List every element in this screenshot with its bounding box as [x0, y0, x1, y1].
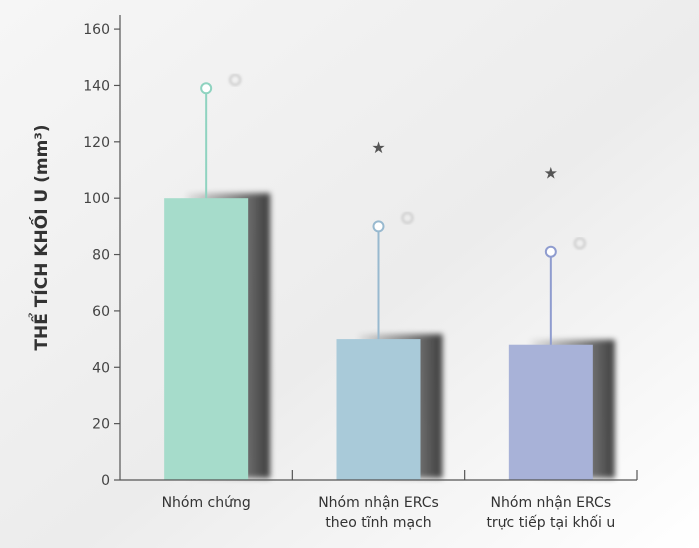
y-tick-label: 80 [92, 248, 110, 264]
bar [508, 344, 593, 480]
x-category-label: Nhóm nhận ERCs [491, 495, 612, 511]
y-tick-label: 140 [83, 78, 110, 94]
error-shadow-cap [401, 211, 414, 225]
error-bar-cap [200, 82, 213, 95]
y-tick-label: 20 [92, 417, 110, 433]
y-tick-label: 40 [92, 360, 110, 376]
y-tick-label: 160 [83, 22, 110, 38]
significance-star: ★ [544, 163, 558, 182]
error-shadow-cap [573, 237, 587, 250]
error-bar-cap [372, 220, 385, 233]
x-category-label: theo tĩnh mạch [325, 515, 431, 531]
error-shadow-cap [228, 73, 242, 87]
bar [164, 198, 249, 480]
axes [114, 15, 638, 481]
labels: 0 20 40 60 80 100 120 140 160 THỂ TÍCH KHỐI U (mm… [27, 22, 615, 531]
y-tick-label: 100 [83, 191, 110, 207]
y-tick-label: 60 [92, 304, 110, 320]
y-tick-label: 120 [83, 135, 110, 151]
x-category-label: trực tiếp tại khối u [486, 514, 615, 531]
x-category-label: Nhóm nhận ERCs [318, 495, 439, 511]
y-tick-label: 0 [101, 473, 110, 489]
bar [336, 339, 421, 480]
significance-star: ★ [371, 138, 385, 157]
x-category-label: Nhóm chứng [162, 495, 251, 511]
error-bar-cap [544, 245, 557, 258]
bars [164, 82, 593, 480]
y-axis-label: THỂ TÍCH KHỐI U (mm³) [27, 124, 52, 350]
